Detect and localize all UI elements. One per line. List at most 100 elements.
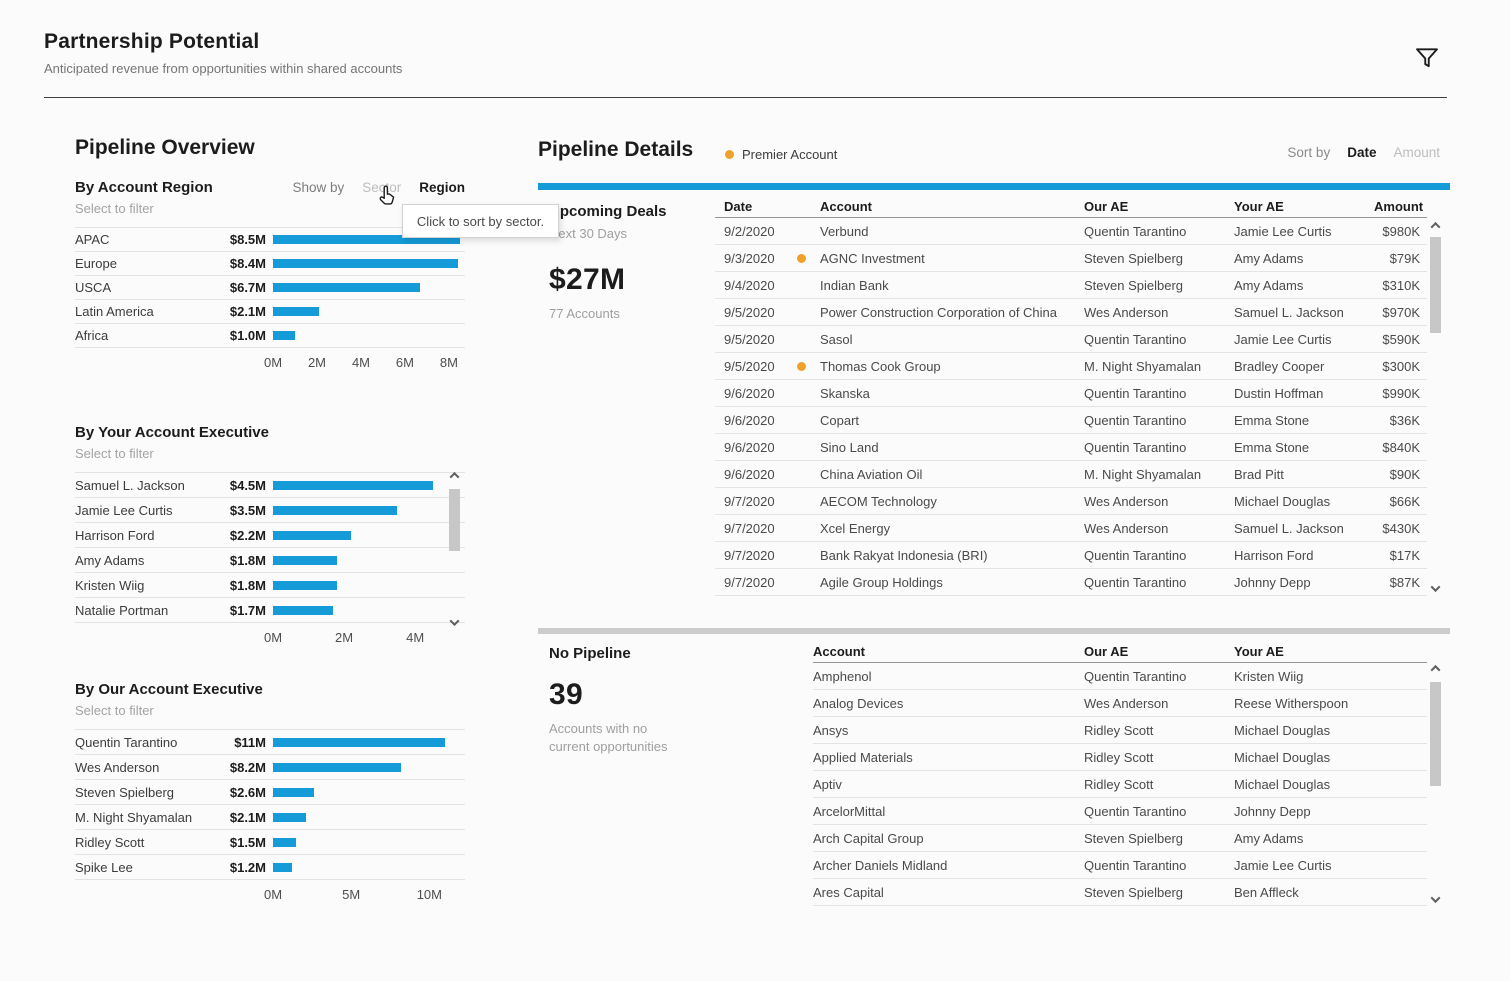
bar[interactable] — [273, 259, 458, 268]
table-row[interactable]: 9/5/2020 Sasol Quentin Tarantino Jamie Lee … — [715, 326, 1427, 353]
sort-option-amount[interactable]: Amount — [1393, 145, 1440, 160]
bar[interactable] — [273, 762, 402, 772]
overview-section-title: Pipeline Overview — [75, 136, 255, 159]
table-cell: AGNC Investment — [820, 250, 925, 266]
table-row[interactable]: 9/2/2020 Verbund Quentin Tarantino Jamie Le… — [715, 218, 1427, 245]
bar-row[interactable]: Amy Adams $1.8M — [75, 547, 465, 572]
bar[interactable] — [273, 480, 433, 490]
bar[interactable] — [273, 331, 295, 340]
table-row[interactable]: 9/7/2020 Bank Rakyat Indonesia (BRI) Quent… — [715, 542, 1427, 569]
bar-row[interactable]: Africa $1.0M — [75, 323, 465, 347]
bar-row[interactable]: Samuel L. Jackson $4.5M — [75, 472, 465, 497]
show-by-option-region[interactable]: Region — [419, 180, 465, 195]
table-cell: 9/6/2020 — [724, 385, 775, 401]
bar[interactable] — [273, 605, 334, 615]
page-subtitle: Anticipated revenue from opportunities w… — [44, 61, 403, 76]
table-cell: Ansys — [813, 722, 849, 738]
chart-axis: 0M 2M 4M 6M 8M — [264, 348, 465, 372]
chart-axis: 0M 2M 4M — [264, 623, 445, 647]
table-cell: Quentin Tarantino — [1084, 574, 1187, 590]
bar[interactable] — [273, 862, 292, 872]
table-row[interactable]: 9/4/2020 Indian Bank Steven Spielberg Amy A… — [715, 272, 1427, 299]
scrollbar-track[interactable] — [447, 479, 461, 619]
table-row[interactable]: 9/6/2020 Sino Land Quentin Tarantino Emma S… — [715, 434, 1427, 461]
chart-scrollbar[interactable] — [447, 470, 461, 628]
bar[interactable] — [273, 530, 352, 540]
bar-row[interactable]: M. Night Shyamalan $2.1M — [75, 804, 465, 829]
table-cell: 9/7/2020 — [724, 574, 775, 590]
bar-row[interactable]: Spike Lee $1.2M — [75, 854, 465, 879]
bar-row[interactable]: Latin America $2.1M — [75, 299, 465, 323]
bar[interactable] — [273, 235, 460, 244]
axis-tick: 2M — [307, 355, 327, 370]
scrollbar-thumb[interactable] — [448, 489, 460, 551]
bar-row[interactable]: Natalie Portman $1.7M — [75, 597, 465, 622]
bar[interactable] — [273, 812, 306, 822]
filter-button[interactable] — [1408, 40, 1446, 78]
bar-value: $1.5M — [229, 834, 266, 850]
table-row[interactable]: Aptiv Ridley Scott Michael Douglas — [813, 771, 1427, 798]
table-row[interactable]: 9/5/2020 Thomas Cook Group M. Night Shyama… — [715, 353, 1427, 380]
section-divider — [538, 628, 1450, 634]
bar-row[interactable]: USCA $6.7M — [75, 275, 465, 299]
table-cell: Wes Anderson — [1084, 695, 1169, 711]
bar-row[interactable]: Quentin Tarantino $11M — [75, 729, 465, 754]
table-row[interactable]: Amphenol Quentin Tarantino Kristen Wiig — [813, 663, 1427, 690]
column-header: Our AE — [1084, 644, 1129, 659]
table-row[interactable]: 9/7/2020 Xcel Energy Wes Anderson Samuel L.… — [715, 515, 1427, 542]
premier-dot-icon — [725, 150, 734, 159]
table-row[interactable]: 9/7/2020 Agile Group Holdings Quentin Tara… — [715, 569, 1427, 596]
bar-value: $1.0M — [229, 328, 266, 343]
sort-option-date[interactable]: Date — [1347, 145, 1377, 160]
bar[interactable] — [273, 737, 445, 747]
bar-value: $2.1M — [229, 809, 266, 825]
no-pipeline-scrollbar[interactable] — [1428, 663, 1442, 905]
scrollbar-track[interactable] — [1428, 672, 1442, 896]
bar[interactable] — [273, 307, 320, 316]
table-row[interactable]: 9/6/2020 Skanska Quentin Tarantino Dustin H… — [715, 380, 1427, 407]
table-cell: Amy Adams — [1234, 250, 1304, 266]
bar-row[interactable]: Harrison Ford $2.2M — [75, 522, 465, 547]
bar-row[interactable]: Ridley Scott $1.5M — [75, 829, 465, 854]
bar-value: $6.7M — [229, 280, 266, 295]
scrollbar-thumb[interactable] — [1429, 237, 1441, 333]
bar[interactable] — [273, 837, 297, 847]
bar-track — [273, 605, 445, 615]
table-cell: Ridley Scott — [1084, 776, 1154, 792]
table-row[interactable]: Applied Materials Ridley Scott Michael Dou… — [813, 744, 1427, 771]
table-row[interactable]: 9/6/2020 Copart Quentin Tarantino Emma Ston… — [715, 407, 1427, 434]
table-cell: M. Night Shyamalan — [1084, 466, 1202, 482]
bar-row[interactable]: Kristen Wiig $1.8M — [75, 572, 465, 597]
deals-table-scrollbar[interactable] — [1428, 220, 1442, 594]
scrollbar-thumb[interactable] — [1429, 682, 1441, 786]
table-cell: Analog Devices — [813, 695, 904, 711]
details-accent-bar — [538, 183, 1450, 190]
table-row[interactable]: 9/5/2020 Power Construction Corporation o… — [715, 299, 1427, 326]
bar-label: Natalie Portman — [75, 602, 169, 618]
bar[interactable] — [273, 580, 337, 590]
table-row[interactable]: Ares Capital Steven Spielberg Ben Affleck — [813, 879, 1427, 906]
table-cell: Sasol — [820, 331, 853, 347]
bar-row[interactable]: Wes Anderson $8.2M — [75, 754, 465, 779]
table-cell: China Aviation Oil — [820, 466, 923, 482]
scrollbar-track[interactable] — [1428, 229, 1442, 585]
table-row[interactable]: Arch Capital Group Steven Spielberg Amy Ad… — [813, 825, 1427, 852]
bar-row[interactable]: APAC $8.5M — [75, 227, 465, 251]
table-cell: 9/6/2020 — [724, 466, 775, 482]
table-row[interactable]: Archer Daniels Midland Quentin Tarantino J… — [813, 852, 1427, 879]
table-row[interactable]: 9/3/2020 AGNC Investment Steven Spielberg A… — [715, 245, 1427, 272]
table-row[interactable]: 9/6/2020 China Aviation Oil M. Night Shyam… — [715, 461, 1427, 488]
bar[interactable] — [273, 555, 337, 565]
bar[interactable] — [273, 787, 314, 797]
table-cell: Applied Materials — [813, 749, 913, 765]
table-row[interactable]: 9/7/2020 AECOM Technology Wes Anderson Mich… — [715, 488, 1427, 515]
table-row[interactable]: Ansys Ridley Scott Michael Douglas — [813, 717, 1427, 744]
bar-row[interactable]: Jamie Lee Curtis $3.5M — [75, 497, 465, 522]
bar-row[interactable]: Steven Spielberg $2.6M — [75, 779, 465, 804]
bar[interactable] — [273, 505, 398, 515]
bar-row[interactable]: Europe $8.4M — [75, 251, 465, 275]
bar[interactable] — [273, 283, 421, 292]
show-by-option-sector[interactable]: Sector — [362, 180, 402, 195]
table-row[interactable]: Analog Devices Wes Anderson Reese Withersp… — [813, 690, 1427, 717]
table-row[interactable]: ArcelorMittal Quentin Tarantino Johnny Dep… — [813, 798, 1427, 825]
